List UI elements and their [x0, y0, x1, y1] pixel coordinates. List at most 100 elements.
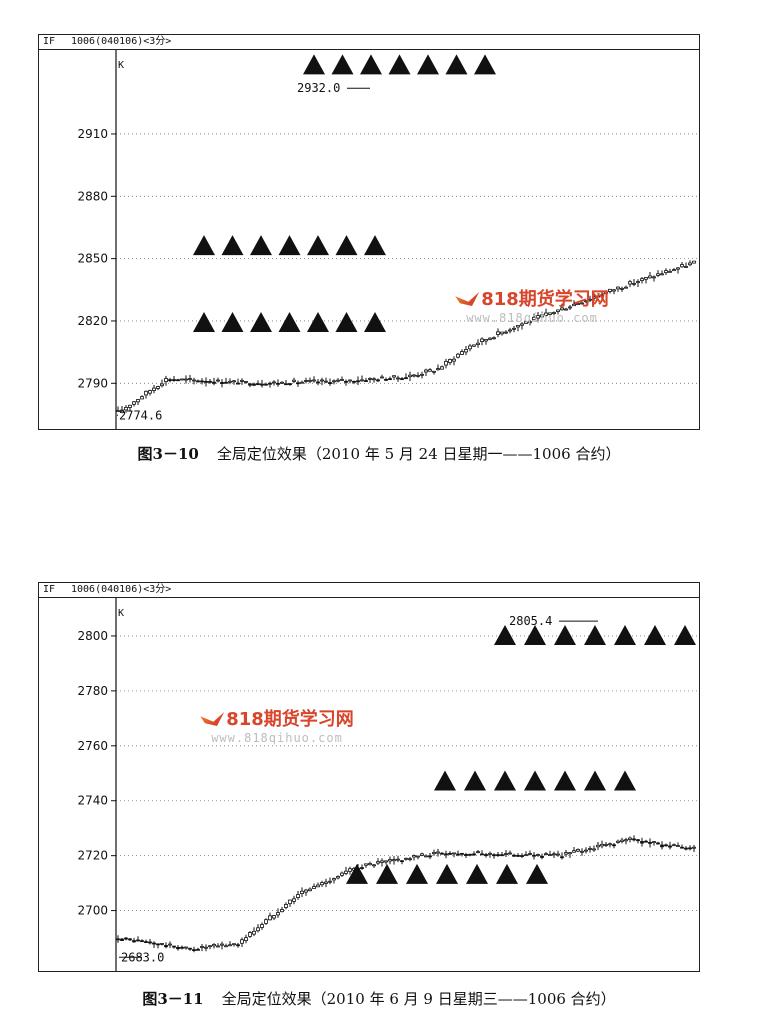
candle-body [344, 380, 348, 383]
candle-body [652, 276, 656, 279]
candle-body [268, 915, 272, 921]
candle-body [544, 312, 548, 316]
candle-body [592, 848, 596, 851]
candle-body [652, 841, 656, 844]
candle-body [340, 872, 344, 876]
candle-body [376, 861, 380, 864]
candle-body [468, 345, 472, 350]
candle-body [560, 856, 564, 859]
candle-body [288, 383, 292, 386]
candle-body [192, 949, 196, 951]
triangle-marker-icon [346, 863, 368, 884]
candle-body [304, 889, 308, 893]
triangle-marker-icon [644, 624, 666, 645]
candle-body [600, 843, 604, 847]
candle-body [144, 390, 148, 396]
candle-body [400, 378, 404, 380]
candle-body [556, 309, 560, 312]
candle-body [192, 379, 196, 382]
candle-body [236, 944, 240, 947]
candle-body [392, 375, 396, 378]
candle-body [676, 845, 680, 847]
candle-body [580, 850, 584, 853]
candle-body [460, 351, 464, 355]
candle-body [200, 380, 204, 383]
candle-body [480, 853, 484, 856]
chart-header: IF 1006(040106)<3分> [39, 583, 699, 598]
candlestick-chart: 2790 2820 2850 2880 2910 K 2932.0 2774.6 [77, 50, 699, 429]
triangle-marker-icon [331, 54, 354, 75]
candle-body [492, 854, 496, 857]
candle-body [284, 904, 288, 908]
candle-body [180, 378, 184, 381]
candle-body [688, 847, 692, 850]
candle-body [468, 853, 472, 856]
candle-body [656, 842, 660, 845]
candle-body [688, 262, 692, 266]
candle-body [116, 410, 120, 413]
candle-body [660, 844, 664, 848]
triangle-marker-icon [614, 770, 636, 791]
triangle-marker-icon [406, 863, 428, 884]
candle-body [284, 383, 288, 386]
candle-body [160, 383, 164, 387]
figure-caption: 图3－11 全局定位效果（2010 年 6 月 9 日星期三——1006 合约） [0, 988, 758, 1009]
candle-body [264, 919, 268, 924]
triangle-marker-icon [221, 312, 244, 333]
triangle-marker-icon [434, 770, 456, 791]
candle-body [424, 369, 428, 373]
candle-body [636, 281, 640, 284]
figure-caption: 图3－10 全局定位效果（2010 年 5 月 24 日星期一——1006 合约） [0, 443, 758, 464]
price-annotation: 2932.0 [297, 81, 340, 95]
candle-body [604, 291, 608, 294]
candle-body [548, 854, 552, 856]
candle-body [612, 844, 616, 847]
candle-body [640, 278, 644, 281]
y-tick-label: 2790 [77, 376, 108, 390]
figure-number: 图3－10 [137, 445, 199, 463]
candle-body [164, 378, 168, 383]
candle-body [444, 853, 448, 856]
candle-body [120, 938, 124, 941]
candle-body [372, 864, 376, 867]
candle-body [428, 855, 432, 858]
figure-title: 全局定位效果（2010 年 6 月 9 日星期三——1006 合约） [221, 990, 616, 1008]
candle-body [328, 880, 332, 883]
y-tick-label: 2880 [77, 189, 108, 203]
candle-body [396, 858, 400, 861]
candle-body [604, 844, 608, 846]
candle-body [480, 338, 484, 342]
candle-body [536, 854, 540, 856]
candle-body [564, 852, 568, 855]
candle-body [224, 945, 228, 948]
candle-body [196, 948, 200, 951]
candle-body [296, 382, 300, 385]
candle-body [356, 380, 360, 383]
instrument-name: 1006(040106)<3分> [71, 584, 172, 595]
candles [116, 835, 696, 953]
candle-body [560, 307, 564, 311]
y-tick-label: 2910 [77, 127, 108, 141]
candle-body [588, 848, 592, 850]
candle-body [464, 349, 468, 353]
candle-body [608, 288, 612, 292]
candle-body [552, 853, 556, 856]
candle-body [524, 854, 528, 857]
chart-panel-1: IF 1006(040106)<3分> 2790 2820 2850 2880 2910… [38, 34, 700, 430]
candle-body [516, 855, 520, 857]
candle-body [384, 860, 388, 863]
candle-body [132, 401, 136, 405]
triangle-marker-icon [584, 770, 606, 791]
candle-body [640, 841, 644, 844]
candle-body [432, 852, 436, 855]
candle-body [292, 898, 296, 902]
candle-body [564, 308, 568, 311]
candle-body [432, 370, 436, 373]
triangle-marker-icon [554, 624, 576, 645]
candle-body [140, 940, 144, 943]
candle-body [672, 269, 676, 272]
candle-body [536, 315, 540, 319]
triangle-marker-icon [307, 312, 329, 333]
candle-body [136, 399, 140, 403]
candle-body [620, 839, 624, 842]
